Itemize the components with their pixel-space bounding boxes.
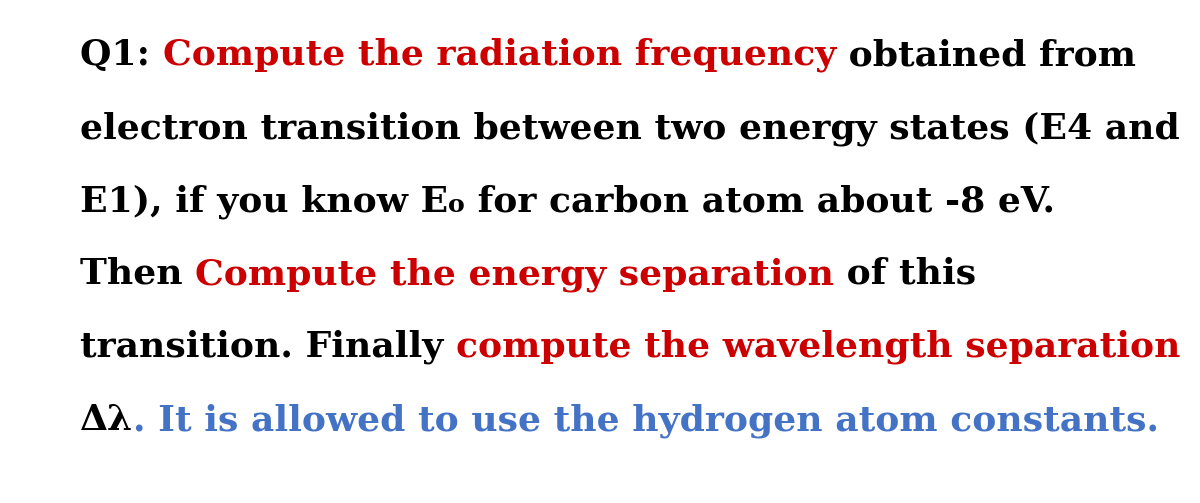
Text: . It is allowed to use the hydrogen atom constants.: . It is allowed to use the hydrogen atom…	[133, 403, 1159, 438]
Text: Then: Then	[80, 257, 196, 291]
Text: compute the wavelength separation: compute the wavelength separation	[456, 330, 1181, 365]
Text: of this: of this	[834, 257, 977, 291]
Text: Compute the radiation frequency: Compute the radiation frequency	[163, 38, 836, 72]
Text: obtained from: obtained from	[836, 38, 1136, 72]
Text: electron transition between two energy states (E4 and: electron transition between two energy s…	[80, 111, 1180, 145]
Text: Compute the energy separation: Compute the energy separation	[196, 257, 834, 292]
Text: for carbon atom about -8 eV.: for carbon atom about -8 eV.	[464, 184, 1055, 218]
Text: transition. Finally: transition. Finally	[80, 330, 456, 365]
Text: Δλ: Δλ	[80, 403, 133, 437]
Text: Q1:: Q1:	[80, 38, 163, 72]
Text: o: o	[448, 193, 464, 217]
Text: E1), if you know E: E1), if you know E	[80, 184, 448, 219]
